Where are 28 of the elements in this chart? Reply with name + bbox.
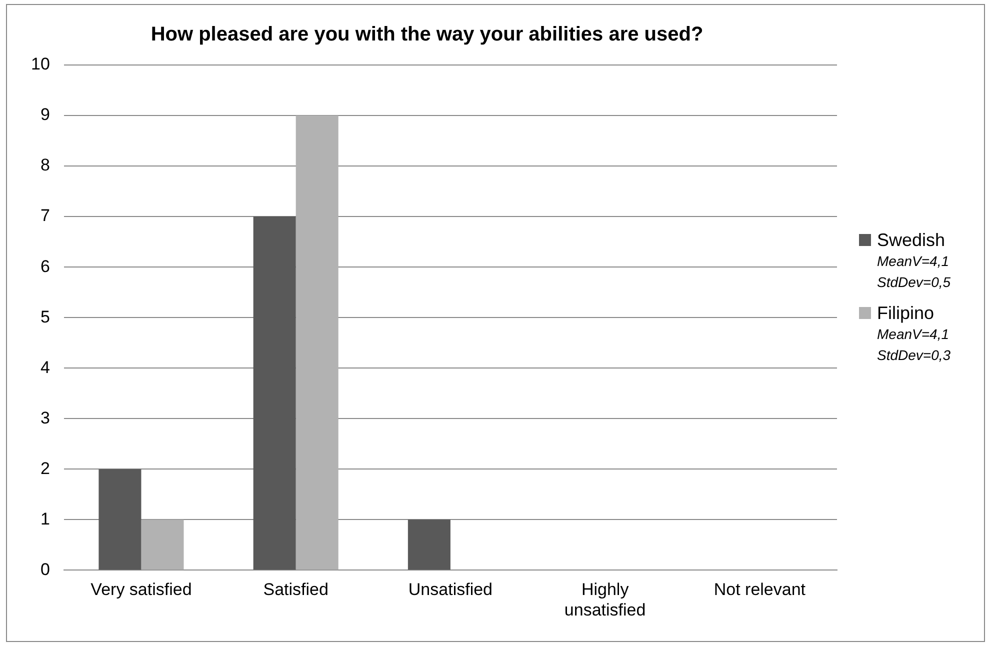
y-tick-label: 9 (40, 105, 50, 124)
x-tick-label: Satisfied (263, 580, 328, 600)
x-tick-label: Highly unsatisfied (564, 580, 646, 620)
text: StdDev=0,5 (877, 273, 951, 292)
bar (408, 520, 450, 570)
x-tick-label: Not relevant (714, 580, 806, 600)
bar (296, 116, 338, 570)
legend-label: Swedish (876, 230, 946, 251)
text: MeanV=4,1 (877, 252, 950, 271)
y-tick-label: 7 (40, 206, 50, 226)
text: MeanV=4,1 (877, 325, 950, 344)
bar (141, 520, 184, 570)
y-tick-label: 6 (40, 256, 50, 276)
bar (98, 469, 142, 570)
legend-label: Filipino (876, 303, 936, 324)
y-tick-label: 5 (40, 307, 50, 326)
y-tick-label: 4 (40, 358, 50, 377)
chart-title: How pleased are you with the way your abilities are used? (150, 24, 704, 46)
x-tick-label: Unsatisfied (408, 580, 493, 600)
y-tick-label: 10 (30, 54, 50, 74)
x-tick-label: Very satisfied (90, 580, 192, 600)
y-tick-label: 3 (40, 408, 50, 428)
bar (253, 216, 296, 570)
y-tick-label: 0 (40, 560, 50, 579)
y-tick-label: 2 (40, 458, 50, 478)
y-tick-label: 8 (40, 156, 50, 175)
text: StdDev=0,3 (877, 346, 951, 365)
y-tick-label: 1 (40, 509, 50, 528)
